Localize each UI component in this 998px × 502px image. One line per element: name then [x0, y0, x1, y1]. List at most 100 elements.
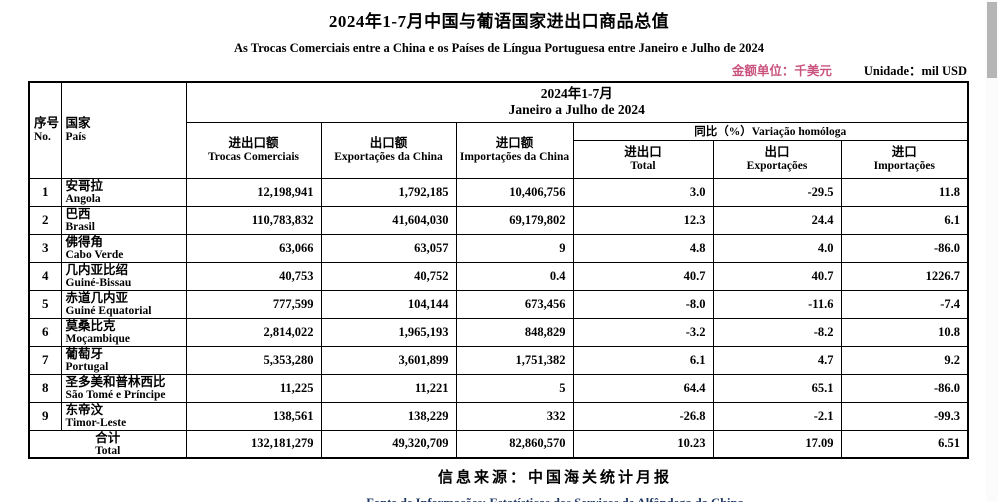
yoy-exports-value: 65.1	[712, 373, 842, 403]
table-row: 7 葡萄牙 Portugal 5,353,280 3,601,899 1,751…	[28, 345, 969, 375]
total-exports-value: 49,320,709	[320, 429, 457, 459]
row-no: 1	[28, 177, 62, 207]
source-note-pt: Fonte de Informações: Estatísticas dos S…	[115, 496, 995, 502]
trade-value: 2,814,022	[185, 317, 322, 347]
country-name-cn: 葡萄牙	[65, 346, 104, 361]
col-header-yoy-imports-cn: 进口	[891, 144, 917, 159]
col-header-imports: 进口额 Importações da China	[455, 121, 574, 179]
country-cell: 佛得角 Cabo Verde	[60, 233, 187, 263]
col-header-yoy-imports-pt: Importações	[873, 159, 935, 172]
trade-value: 138,561	[185, 401, 322, 431]
exports-value: 40,752	[320, 261, 457, 291]
yoy-exports-value: 4.0	[712, 233, 842, 263]
page-title: 2024年1-7月中国与葡语国家进出口商品总值	[328, 12, 670, 31]
exports-value: 63,057	[320, 233, 457, 263]
yoy-imports-value: -99.3	[840, 401, 969, 431]
imports-value: 5	[455, 373, 574, 403]
unit-line: 金额单位：千美元 Unidade：mil USD	[28, 60, 967, 79]
exports-value: 104,144	[320, 289, 457, 319]
trade-table: 序号 No. 国家 País 2024年1-7月 Janeiro a Julho…	[28, 81, 970, 460]
trade-value: 40,753	[185, 261, 322, 291]
country-cell: 东帝汶 Timor-Leste	[60, 401, 187, 431]
imports-value: 69,179,802	[455, 205, 574, 235]
yoy-total-value: -8.0	[572, 289, 714, 319]
row-no: 9	[28, 401, 62, 431]
yoy-total-value: 12.3	[572, 205, 714, 235]
country-name-cn: 佛得角	[65, 234, 104, 249]
period-header-cn: 2024年1-7月	[540, 86, 613, 102]
total-yoy-total-value: 10.23	[572, 429, 714, 459]
table-row: 1 安哥拉 Angola 12,198,941 1,792,185 10,406…	[28, 177, 969, 207]
table-row: 3 佛得角 Cabo Verde 63,066 63,057 9 4.8 4.0…	[28, 233, 969, 263]
table-row: 6 莫桑比克 Moçambique 2,814,022 1,965,193 84…	[28, 317, 969, 347]
country-name-cn: 东帝汶	[65, 402, 104, 417]
row-no: 8	[28, 373, 62, 403]
yoy-imports-value: 9.2	[840, 345, 969, 375]
col-header-exports: 出口额 Exportações da China	[320, 121, 457, 179]
yoy-imports-value: -7.4	[840, 289, 969, 319]
page-subtitle: As Trocas Comerciais entre a China e os …	[234, 41, 764, 55]
col-header-country: 国家 País	[60, 81, 187, 179]
country-cell: 巴西 Brasil	[60, 205, 187, 235]
yoy-exports-value: -11.6	[712, 289, 842, 319]
country-name-cn: 赤道几内亚	[65, 290, 129, 305]
imports-value: 848,829	[455, 317, 574, 347]
total-imports-value: 82,860,570	[455, 429, 574, 459]
country-cell: 赤道几内亚 Guiné Equatorial	[60, 289, 187, 319]
yoy-exports-value: 24.4	[712, 205, 842, 235]
yoy-total-value: 3.0	[572, 177, 714, 207]
country-name-cn: 几内亚比绍	[65, 262, 129, 277]
imports-value: 332	[455, 401, 574, 431]
trade-value: 110,783,832	[185, 205, 322, 235]
yoy-imports-value: -86.0	[840, 373, 969, 403]
row-no: 5	[28, 289, 62, 319]
unit-label-pt: Unidade：mil USD	[863, 64, 967, 78]
col-header-exports-pt: Exportações da China	[334, 150, 443, 163]
table-row: 2 巴西 Brasil 110,783,832 41,604,030 69,17…	[28, 205, 969, 235]
yoy-imports-value: 10.8	[840, 317, 969, 347]
total-row: 合计 Total 132,181,279 49,320,709 82,860,5…	[28, 429, 969, 459]
source-note-cn: 信息来源：中国海关统计月报	[437, 470, 672, 487]
row-no: 2	[28, 205, 62, 235]
trade-value: 63,066	[185, 233, 322, 263]
row-no: 7	[28, 345, 62, 375]
exports-value: 11,221	[320, 373, 457, 403]
table-row: 9 东帝汶 Timor-Leste 138,561 138,229 332 -2…	[28, 401, 969, 431]
country-name-cn: 莫桑比克	[65, 318, 116, 333]
col-header-imports-cn: 进口额	[495, 135, 534, 150]
period-header: 2024年1-7月 Janeiro a Julho de 2024	[185, 81, 969, 123]
col-header-yoy-total-cn: 进出口	[624, 144, 662, 159]
country-cell: 安哥拉 Angola	[60, 177, 187, 207]
period-header-pt: Janeiro a Julho de 2024	[508, 102, 645, 118]
country-name-pt: Portugal	[65, 360, 109, 373]
country-name-pt: Guiné-Bissau	[65, 276, 132, 289]
total-label-pt: Total	[95, 444, 121, 457]
col-header-imports-pt: Importações da China	[459, 150, 570, 163]
table-row: 8 圣多美和普林西比 São Tomé e Príncipe 11,225 11…	[28, 373, 969, 403]
table-row: 5 赤道几内亚 Guiné Equatorial 777,599 104,144…	[28, 289, 969, 319]
col-header-yoy-imports: 进口 Importações	[840, 139, 969, 179]
col-header-yoy-total: 进出口 Total	[572, 139, 714, 179]
col-header-yoy-exports-pt: Exportações	[746, 159, 808, 172]
trade-value: 11,225	[185, 373, 322, 403]
yoy-imports-value: -86.0	[840, 233, 969, 263]
col-header-country-pt: País	[65, 130, 86, 143]
col-header-exports-cn: 出口额	[369, 135, 408, 150]
country-name-pt: Brasil	[65, 220, 95, 233]
col-header-trade-pt: Trocas Comerciais	[207, 150, 300, 163]
exports-value: 138,229	[320, 401, 457, 431]
yoy-group-header: 同比（%）Variação homóloga	[572, 121, 969, 141]
scrollbar-thumb[interactable]	[987, 2, 997, 78]
col-header-yoy-total-pt: Total	[630, 159, 656, 172]
col-header-country-cn: 国家	[65, 115, 91, 130]
yoy-total-value: 4.8	[572, 233, 714, 263]
vertical-scrollbar[interactable]	[986, 0, 998, 502]
total-label-cell: 合计 Total	[28, 429, 187, 459]
country-cell: 葡萄牙 Portugal	[60, 345, 187, 375]
row-no: 6	[28, 317, 62, 347]
col-header-no: 序号 No.	[28, 81, 62, 179]
country-name-pt: Timor-Leste	[65, 416, 127, 429]
yoy-total-value: -26.8	[572, 401, 714, 431]
imports-value: 9	[455, 233, 574, 263]
